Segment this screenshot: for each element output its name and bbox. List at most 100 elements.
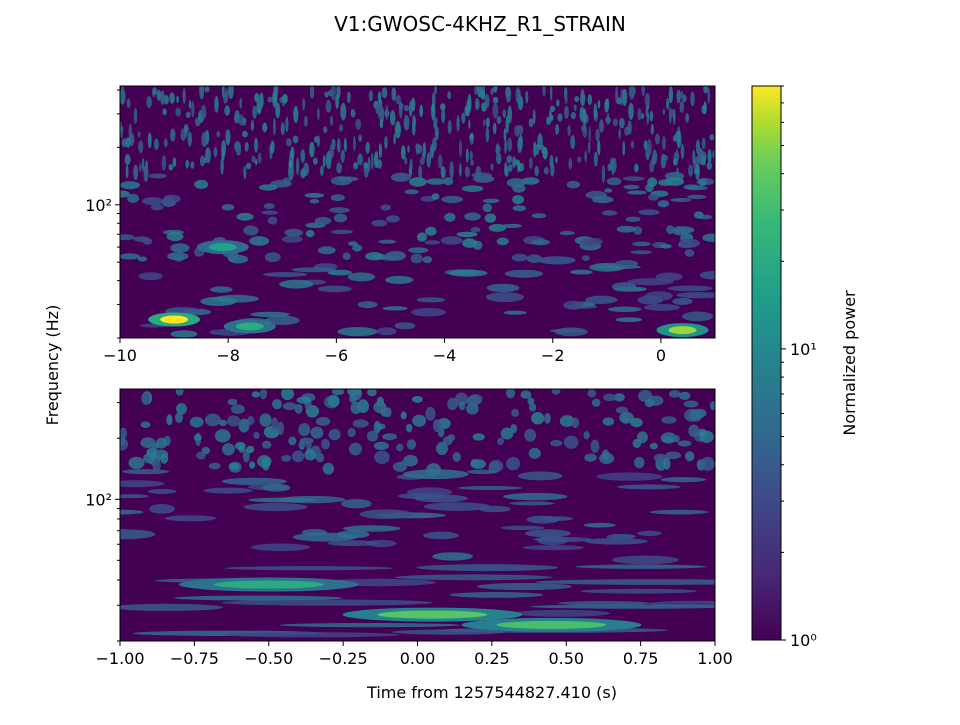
noise-blob [147,132,152,149]
noise-blob [146,96,152,108]
noise-blob [444,212,456,222]
noise-blob [505,389,516,399]
noise-blob [385,407,392,418]
noise-blob [550,114,554,121]
noise-blob [200,296,237,306]
noise-blob [267,96,273,103]
noise-blob [681,311,714,322]
colorbar: 10⁰ 10¹ Normalized power [751,85,859,650]
noise-blob [338,124,344,132]
noise-blob [275,102,281,119]
noise-blob [205,147,211,164]
noise-blob [492,122,497,135]
noise-blob [221,599,433,606]
noise-blob [555,124,560,136]
x-tick-label: −0.50 [244,649,293,668]
noise-blob [221,204,235,211]
noise-blob [225,129,231,146]
noise-blob [300,168,306,179]
noise-blob [277,421,285,436]
noise-blob [432,552,473,561]
noise-blob [163,94,169,105]
noise-blob [393,133,396,145]
noise-blob [646,139,652,156]
noise-blob [507,164,513,172]
noise-blob [357,153,363,166]
noise-blob [249,236,270,246]
noise-blob [221,139,227,157]
noise-blob [662,108,666,115]
noise-blob [672,134,678,142]
noise-blob [643,304,681,311]
noise-blob [385,275,414,284]
noise-blob [412,115,416,128]
noise-blob [250,120,254,131]
noise-blob [573,104,577,112]
noise-blob [340,149,345,163]
noise-blob [154,138,159,150]
noise-blob [461,185,484,193]
noise-blob [141,158,145,170]
x-tick-label: 0.75 [623,649,659,668]
noise-blob [703,86,709,94]
noise-blob [520,390,532,399]
noise-blob [701,104,707,115]
noise-blob [531,213,547,219]
noise-blob [373,420,381,434]
noise-blob [697,147,703,164]
noise-blob [126,98,131,109]
noise-blob [234,110,240,119]
noise-blob [328,428,341,441]
noise-blob [261,210,279,215]
noise-blob [125,164,129,179]
noise-blob [251,155,256,163]
noise-blob [175,107,182,117]
noise-blob [591,398,601,407]
noise-blob [525,90,529,104]
noise-blob [622,88,628,106]
noise-blob [282,402,297,411]
noise-blob [457,486,523,490]
noise-blob [644,92,650,107]
noise-blob [468,394,483,405]
noise-blob [203,487,253,494]
noise-blob [281,235,303,243]
noise-blob [649,110,654,122]
noise-blob [305,230,315,238]
noise-blob [127,193,139,203]
noise-blob [395,95,401,105]
noise-blob [146,447,157,458]
noise-blob [670,198,692,202]
noise-blob [709,134,715,141]
noise-blob [285,138,292,147]
noise-blob [128,456,145,470]
noise-blob [467,94,472,112]
noise-blob [394,121,401,139]
noise-blob [214,96,219,113]
noise-blob [557,601,651,606]
noise-blob [518,134,524,150]
noise-blob [336,530,370,539]
noise-blob [529,157,533,169]
noise-blob [707,87,711,105]
noise-blob [213,146,218,158]
noise-blob [632,241,651,247]
noise-blob [261,440,272,449]
noise-blob [216,130,221,138]
noise-blob [331,229,354,235]
noise-blob [441,195,464,204]
noise-blob [419,104,424,118]
noise-blob [403,454,419,467]
noise-blob [365,141,370,154]
colorbar-label: Normalized power [840,290,859,436]
noise-blob [272,92,278,104]
noise-blob [231,404,245,415]
noise-blob [368,90,373,102]
noise-blob [162,108,167,116]
noise-blob [245,162,252,170]
noise-blob [199,86,205,100]
noise-blob [222,443,235,456]
noise-blob [120,253,141,260]
noise-blob [595,128,600,142]
noise-blob [699,271,715,280]
